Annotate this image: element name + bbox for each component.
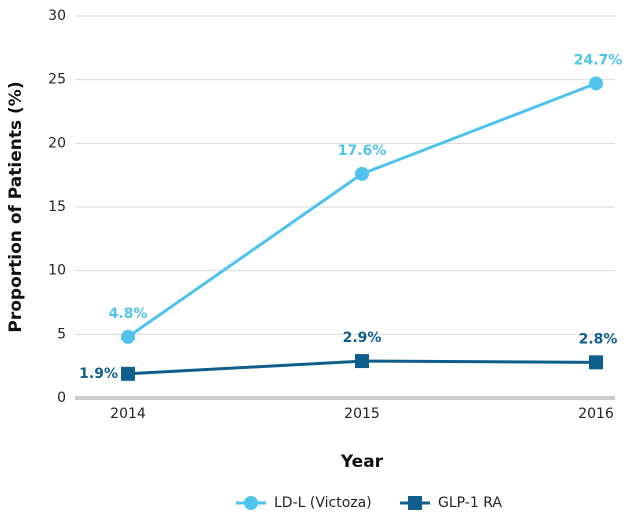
x-tick-label: 2015 [344, 406, 380, 422]
y-tick-label: 5 [57, 326, 66, 342]
y-tick-label: 20 [48, 135, 66, 151]
y-tick-label: 30 [48, 8, 66, 24]
y-tick-label: 10 [48, 263, 66, 279]
y-tick-label: 0 [57, 390, 66, 406]
y-tick-label: 15 [48, 199, 66, 215]
data-point [121, 366, 135, 381]
data-label: 17.6% [338, 143, 387, 159]
data-label: 24.7% [574, 52, 623, 68]
x-tick-label: 2016 [578, 406, 614, 422]
data-label: 2.8% [579, 331, 618, 347]
data-label: 2.9% [343, 330, 382, 346]
legend-label: LD-L (Victoza) [274, 495, 372, 511]
data-point [589, 355, 603, 370]
legend-marker [408, 496, 422, 510]
data-point [589, 76, 603, 91]
data-label: 4.8% [109, 306, 148, 322]
y-axis-label: Proportion of Patients (%) [6, 81, 26, 332]
x-axis-label: Year [340, 452, 384, 472]
data-label: 1.9% [79, 366, 118, 382]
data-point [355, 166, 369, 181]
series-line [127, 82, 597, 339]
data-point [355, 354, 369, 369]
data-point [121, 329, 135, 344]
legend-marker [244, 496, 258, 510]
legend-label: GLP-1 RA [438, 495, 502, 511]
x-tick-label: 2014 [110, 406, 146, 422]
y-tick-label: 25 [48, 72, 66, 88]
